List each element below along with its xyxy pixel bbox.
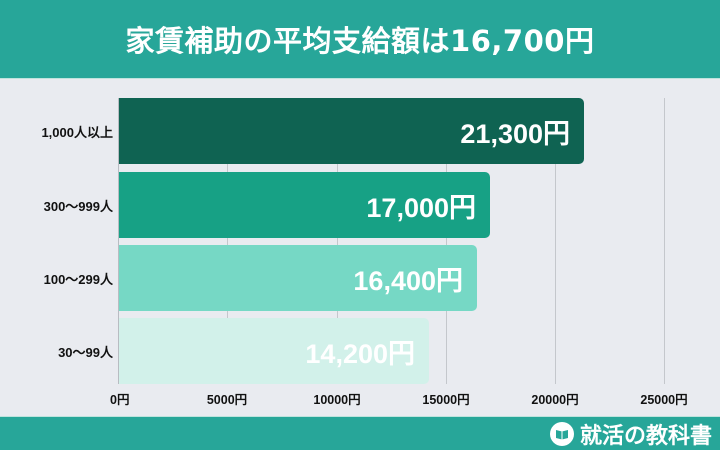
footer-banner: 就活の教科書 (0, 416, 720, 450)
bar-100-299: 16,400円 (119, 245, 477, 311)
gridline-25000 (664, 98, 665, 384)
x-tick-label: 25000円 (640, 393, 688, 407)
bar-chart: 1,000人以上 300〜999人 100〜299人 30〜99人 21,300… (0, 80, 720, 416)
gridline-20000 (555, 98, 556, 384)
category-label: 100〜299人 (43, 271, 113, 287)
chart-title: 家賃補助の平均支給額は16,700円 (125, 24, 595, 58)
x-tick-label: 20000円 (531, 393, 579, 407)
bar-1000-plus: 21,300円 (119, 98, 584, 164)
bar-value-label: 17,000円 (366, 192, 476, 223)
gridline-15000 (446, 98, 447, 384)
bar-300-999: 17,000円 (119, 172, 490, 238)
y-axis-line (118, 98, 119, 384)
brand-name: 就活の教科書 (579, 423, 712, 449)
category-label: 1,000人以上 (41, 124, 113, 140)
gridline-10000 (337, 98, 338, 384)
book-bubble-icon (549, 421, 574, 446)
bar-30-99: 14,200円 (119, 318, 429, 384)
x-tick-label: 15000円 (422, 393, 470, 407)
x-tick-label: 0円 (110, 393, 130, 407)
category-label: 30〜99人 (58, 344, 113, 360)
bar-value-label: 16,400円 (353, 265, 463, 296)
bar-value-label: 14,200円 (305, 338, 415, 369)
category-label: 300〜999人 (43, 198, 113, 214)
bar-value-label: 21,300円 (460, 118, 570, 149)
x-tick-label: 10000円 (313, 393, 361, 407)
x-tick-label: 5000円 (206, 393, 248, 407)
gridline-5000 (227, 98, 228, 384)
chart-title-banner: 家賃補助の平均支給額は16,700円 (0, 0, 720, 79)
